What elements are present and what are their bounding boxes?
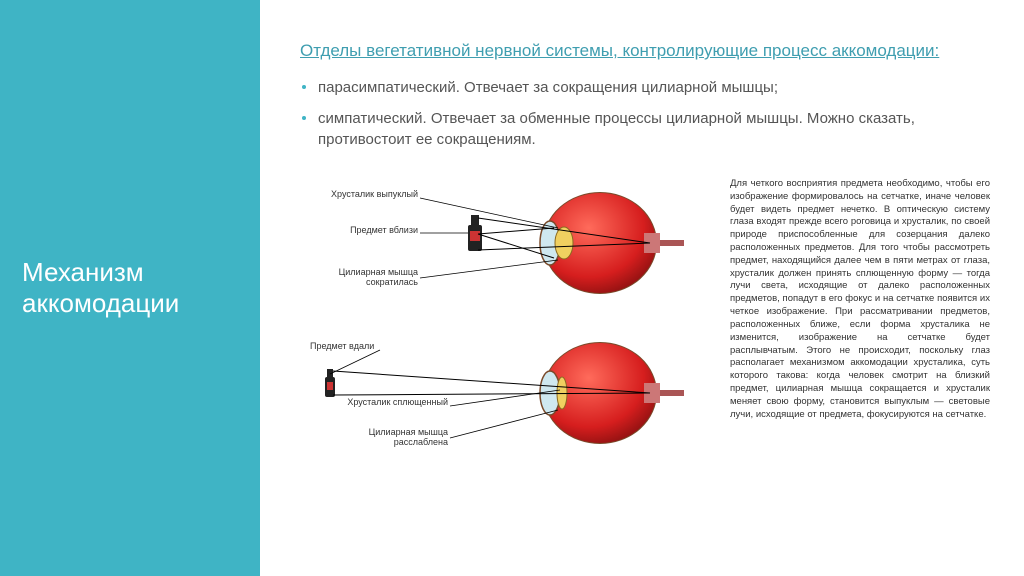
figure-caption: Для четкого восприятия предмета необходи… xyxy=(730,178,990,556)
diagram-far: Предмет вдали Хрусталик сплющенный Цилиа… xyxy=(300,328,720,458)
slide: Механизм аккомодации Отделы вегетативной… xyxy=(0,0,1024,576)
sidebar: Механизм аккомодации xyxy=(0,0,260,576)
label-object-near: Предмет вблизи xyxy=(300,226,418,236)
label-object-far: Предмет вдали xyxy=(300,342,418,352)
figure-row: Хрусталик выпуклый Предмет вблизи Цилиар… xyxy=(300,178,990,556)
label-lens-convex: Хрусталик выпуклый xyxy=(300,190,418,200)
slide-title: Механизм аккомодации xyxy=(22,257,238,319)
section-heading: Отделы вегетативной нервной системы, кон… xyxy=(300,40,990,63)
label-muscle-contracted: Цилиарная мышца сократилась xyxy=(300,268,418,288)
bullet-item: симпатический. Отвечает за обменные проц… xyxy=(300,108,990,150)
diagram-near: Хрусталик выпуклый Предмет вблизи Цилиар… xyxy=(300,178,720,308)
content-area: Отделы вегетативной нервной системы, кон… xyxy=(260,0,1024,576)
eye-diagrams: Хрусталик выпуклый Предмет вблизи Цилиар… xyxy=(300,178,720,556)
bullet-list: парасимпатический. Отвечает за сокращени… xyxy=(300,77,990,160)
label-muscle-relaxed: Цилиарная мышца расслаблена xyxy=(330,428,448,448)
label-lens-flat: Хрусталик сплющенный xyxy=(330,398,448,408)
bullet-item: парасимпатический. Отвечает за сокращени… xyxy=(300,77,990,98)
